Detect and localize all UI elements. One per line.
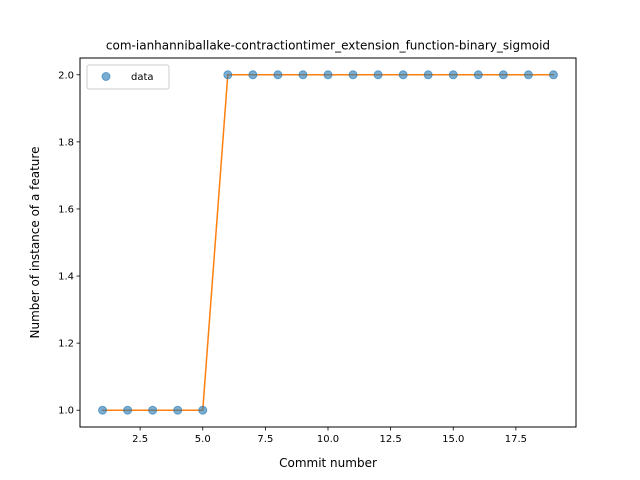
legend-label: data [131, 72, 154, 83]
x-tick-label: 7.5 [257, 434, 273, 445]
y-tick-label: 1.0 [58, 406, 74, 417]
y-tick-label: 2.0 [58, 70, 74, 81]
y-axis-label: Number of instance of a feature [28, 147, 42, 339]
legend-box [86, 64, 170, 90]
data-point [548, 70, 558, 80]
x-tick-label: 15.0 [442, 434, 464, 445]
y-tick-label: 1.4 [58, 272, 74, 283]
legend: data [86, 64, 170, 90]
data-point [473, 70, 483, 80]
fit-line [101, 74, 555, 411]
data-point [448, 70, 458, 80]
y-tick-label: 1.6 [58, 204, 74, 215]
data-point [523, 70, 533, 80]
data-point [498, 70, 508, 80]
data-point [148, 405, 158, 415]
data-point [173, 405, 183, 415]
data-point [373, 70, 383, 80]
plot-frame [79, 57, 577, 428]
data-point [348, 70, 358, 80]
data-point [223, 70, 233, 80]
y-tick-label: 1.2 [58, 339, 74, 350]
data-point [398, 70, 408, 80]
data-point [98, 405, 108, 415]
x-axis: 2.5 5.0 7.5 10.0 12.5 15.0 17.5 [132, 427, 527, 445]
data-point [298, 70, 308, 80]
data-point [423, 70, 433, 80]
y-axis: 1.0 1.2 1.4 1.6 1.8 2.0 [58, 70, 80, 417]
data-point [198, 405, 208, 415]
x-axis-label: Commit number [279, 456, 377, 470]
data-point [248, 70, 258, 80]
data-point [123, 405, 133, 415]
data-point [273, 70, 283, 80]
y-tick-label: 1.8 [58, 137, 74, 148]
chart-title: com-ianhanniballake-contractiontimer_ext… [106, 39, 550, 53]
x-tick-label: 12.5 [379, 434, 401, 445]
x-tick-label: 5.0 [195, 434, 211, 445]
plot-area [98, 70, 558, 415]
data-point [323, 70, 333, 80]
x-tick-label: 17.5 [505, 434, 527, 445]
x-tick-label: 2.5 [132, 434, 148, 445]
x-tick-label: 10.0 [317, 434, 339, 445]
legend-marker [101, 72, 111, 81]
